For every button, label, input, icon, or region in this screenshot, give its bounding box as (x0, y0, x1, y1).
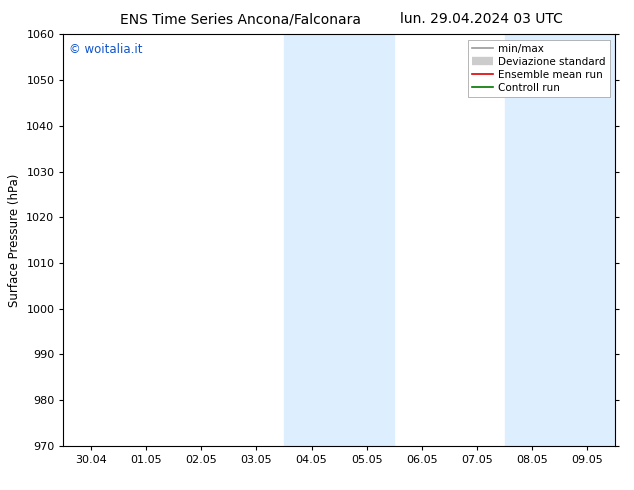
Text: ENS Time Series Ancona/Falconara: ENS Time Series Ancona/Falconara (120, 12, 361, 26)
Text: © woitalia.it: © woitalia.it (69, 43, 143, 55)
Bar (560, 34, 615, 446)
Bar (339, 34, 394, 446)
Text: lun. 29.04.2024 03 UTC: lun. 29.04.2024 03 UTC (401, 12, 563, 26)
Bar (284, 34, 339, 446)
Bar (505, 34, 560, 446)
Y-axis label: Surface Pressure (hPa): Surface Pressure (hPa) (8, 173, 21, 307)
Legend: min/max, Deviazione standard, Ensemble mean run, Controll run: min/max, Deviazione standard, Ensemble m… (468, 40, 610, 97)
